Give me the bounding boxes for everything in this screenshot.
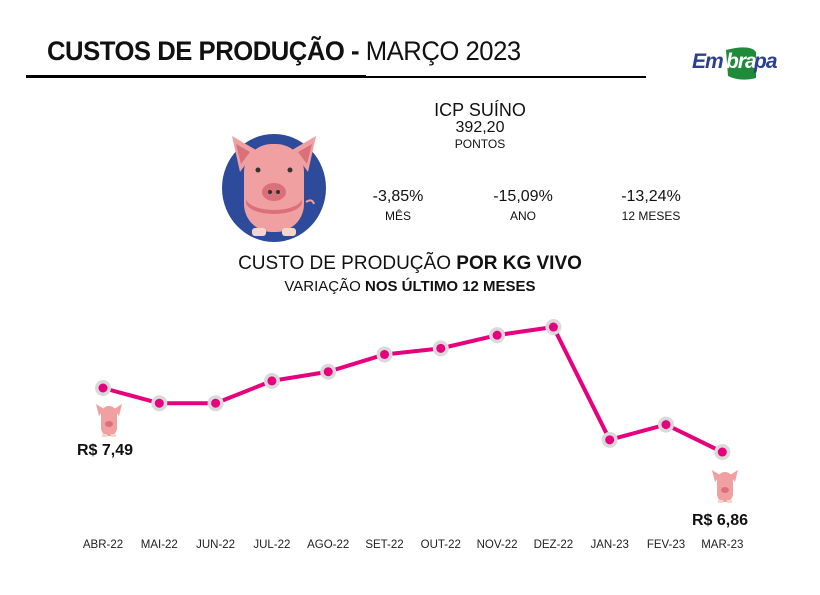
svg-text:Em: Em [692,50,723,73]
stat-year: -15,09% ANO [493,188,553,223]
x-tick-label: JUN-22 [196,539,235,551]
x-tick-label: AGO-22 [307,539,349,551]
x-tick-label: JUL-22 [253,539,290,551]
icp-value: 392,20 [455,119,505,136]
svg-text:pa: pa [753,50,778,73]
data-point-JAN-23 [605,435,615,445]
embrapa-logo: Em bra pa [692,47,779,80]
data-point-JUN-22 [211,398,221,408]
page-title: CUSTOS DE PRODUÇÃO - MARÇO 2023 [47,36,521,66]
chart-subtitle: VARIAÇÃO NOS ÚLTIMO 12 MESES [284,278,536,295]
x-tick-label: MAI-22 [141,539,178,551]
data-point-DEZ-22 [548,322,558,332]
x-tick-label: ABR-22 [83,539,123,551]
data-label: R$ 6,86 [692,512,748,529]
data-point-ABR-22 [98,383,108,393]
x-tick-label: MAR-23 [701,539,743,551]
stat-12-months: -13,24% 12 MESES [621,188,681,223]
icp-unit: PONTOS [454,137,506,151]
x-tick-label: NOV-22 [477,539,518,551]
pig-icon [96,404,122,437]
stat-month: -3,85% MÊS [372,188,424,223]
svg-text:bra: bra [726,50,757,73]
series-line [102,325,724,454]
data-point-OUT-22 [436,343,446,353]
x-tick-label: FEV-23 [647,539,685,551]
data-point-MAR-23 [717,447,727,457]
data-point-JUL-22 [267,376,277,386]
icp-title: ICP SUÍNO [434,100,526,120]
data-point-NOV-22 [492,330,502,340]
data-point-MAI-22 [154,398,164,408]
data-point-FEV-23 [661,420,671,430]
x-tick-label: JAN-23 [591,539,629,551]
title-underline-thin [366,76,646,78]
pig-emblem-icon [222,134,326,242]
x-tick-label: OUT-22 [421,539,461,551]
data-point-AGO-22 [323,367,333,377]
title-underline [26,75,366,78]
x-tick-label: DEZ-22 [534,539,574,551]
data-label: R$ 7,49 [77,442,133,459]
cost-line-chart: ABR-22 MAI-22 JUN-22 JUL-22 AGO-22 SET-22 OUT-… [77,319,748,551]
chart-title: CUSTO DE PRODUÇÃO POR KG VIVO [238,253,582,274]
data-point-SET-22 [380,349,389,359]
x-tick-label: SET-22 [365,539,403,551]
pig-icon [712,470,738,503]
